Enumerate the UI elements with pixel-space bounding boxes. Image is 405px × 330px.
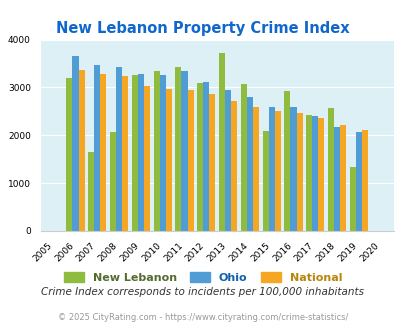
Bar — [197, 83, 203, 231]
Bar — [268, 107, 274, 231]
Bar — [175, 67, 181, 231]
Bar — [355, 132, 361, 231]
Bar — [252, 107, 258, 231]
Bar — [296, 113, 302, 231]
Bar — [349, 167, 355, 231]
Bar — [159, 75, 165, 231]
Bar — [209, 94, 215, 231]
Bar — [333, 127, 339, 231]
Bar — [339, 125, 345, 231]
Bar — [66, 78, 72, 231]
Bar — [311, 116, 318, 231]
Bar — [240, 83, 246, 231]
Bar — [138, 74, 144, 231]
Text: © 2025 CityRating.com - https://www.cityrating.com/crime-statistics/: © 2025 CityRating.com - https://www.city… — [58, 313, 347, 322]
Bar — [290, 107, 296, 231]
Bar — [100, 74, 106, 231]
Bar — [230, 101, 237, 231]
Bar — [72, 56, 78, 231]
Bar — [262, 130, 268, 231]
Bar — [131, 76, 138, 231]
Bar — [284, 91, 290, 231]
Bar — [88, 152, 94, 231]
Bar — [144, 85, 150, 231]
Bar — [122, 77, 128, 231]
Bar — [165, 89, 171, 231]
Bar — [203, 82, 209, 231]
Bar — [187, 90, 193, 231]
Bar — [361, 130, 367, 231]
Bar — [327, 108, 333, 231]
Bar — [218, 53, 224, 231]
Bar — [78, 70, 84, 231]
Text: Crime Index corresponds to incidents per 100,000 inhabitants: Crime Index corresponds to incidents per… — [41, 287, 364, 297]
Bar — [116, 67, 122, 231]
Bar — [246, 97, 252, 231]
Bar — [181, 71, 187, 231]
Text: New Lebanon Property Crime Index: New Lebanon Property Crime Index — [56, 21, 349, 36]
Bar — [110, 132, 116, 231]
Bar — [94, 65, 100, 231]
Bar — [305, 115, 311, 231]
Bar — [274, 111, 280, 231]
Bar — [153, 71, 159, 231]
Legend: New Lebanon, Ohio, National: New Lebanon, Ohio, National — [59, 268, 346, 287]
Bar — [318, 117, 324, 231]
Bar — [224, 90, 230, 231]
